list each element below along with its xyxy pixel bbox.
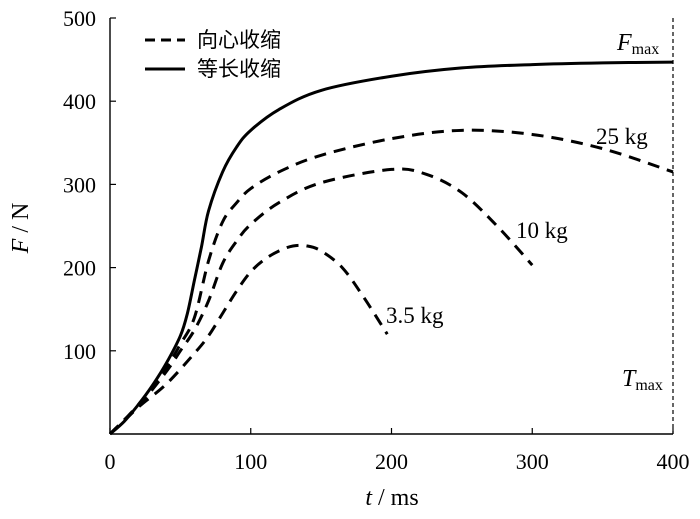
tmax-sub: max: [635, 377, 663, 394]
x-axis-label: t / ms: [365, 485, 418, 511]
series-line-0: [109, 60, 674, 436]
y-tick-label: 100: [63, 339, 96, 364]
fmax-label: Fmax: [616, 30, 659, 58]
y-axis-var: F: [8, 238, 34, 254]
plot-lines: [108, 60, 674, 436]
y-tick-label: 400: [63, 89, 96, 114]
legend-label-isometric: 等长收缩: [197, 57, 281, 81]
annotation-3-5kg: 3.5 kg: [386, 303, 444, 328]
legend-label-concentric: 向心收缩: [197, 28, 281, 52]
x-tick-label: 400: [657, 449, 690, 474]
y-axis-label: F / N: [8, 203, 34, 255]
series-line-2: [108, 167, 534, 436]
annotation-25kg: 25 kg: [596, 124, 648, 149]
series-line-1: [108, 128, 674, 436]
x-axis-unit: / ms: [372, 485, 419, 511]
tmax-var: T: [622, 366, 637, 392]
y-tick-label: 300: [63, 172, 96, 197]
markers: Fmax Tmax: [616, 30, 663, 394]
fmax-var: F: [616, 30, 632, 56]
y-tick-label: 500: [63, 6, 96, 31]
y-axis-unit: / N: [8, 203, 34, 239]
x-tick-label: 100: [234, 449, 267, 474]
axes: [109, 18, 674, 435]
x-tick-label: 200: [375, 449, 408, 474]
ticks: 0 100 200 300 400 100 200 300 400 500: [63, 6, 690, 474]
axis-labels: t / ms F / N: [8, 203, 419, 511]
legend: 向心收缩 等长收缩: [145, 28, 281, 81]
tmax-label: Tmax: [622, 366, 663, 394]
annotation-10kg: 10 kg: [516, 218, 568, 243]
series-line-3: [108, 243, 389, 436]
x-tick-label: 300: [516, 449, 549, 474]
x-axis-var: t: [365, 485, 373, 511]
y-tick-label: 200: [63, 256, 96, 281]
annotations: 25 kg 10 kg 3.5 kg: [386, 124, 648, 328]
x-tick-label: 0: [105, 449, 116, 474]
fmax-sub: max: [632, 41, 660, 58]
